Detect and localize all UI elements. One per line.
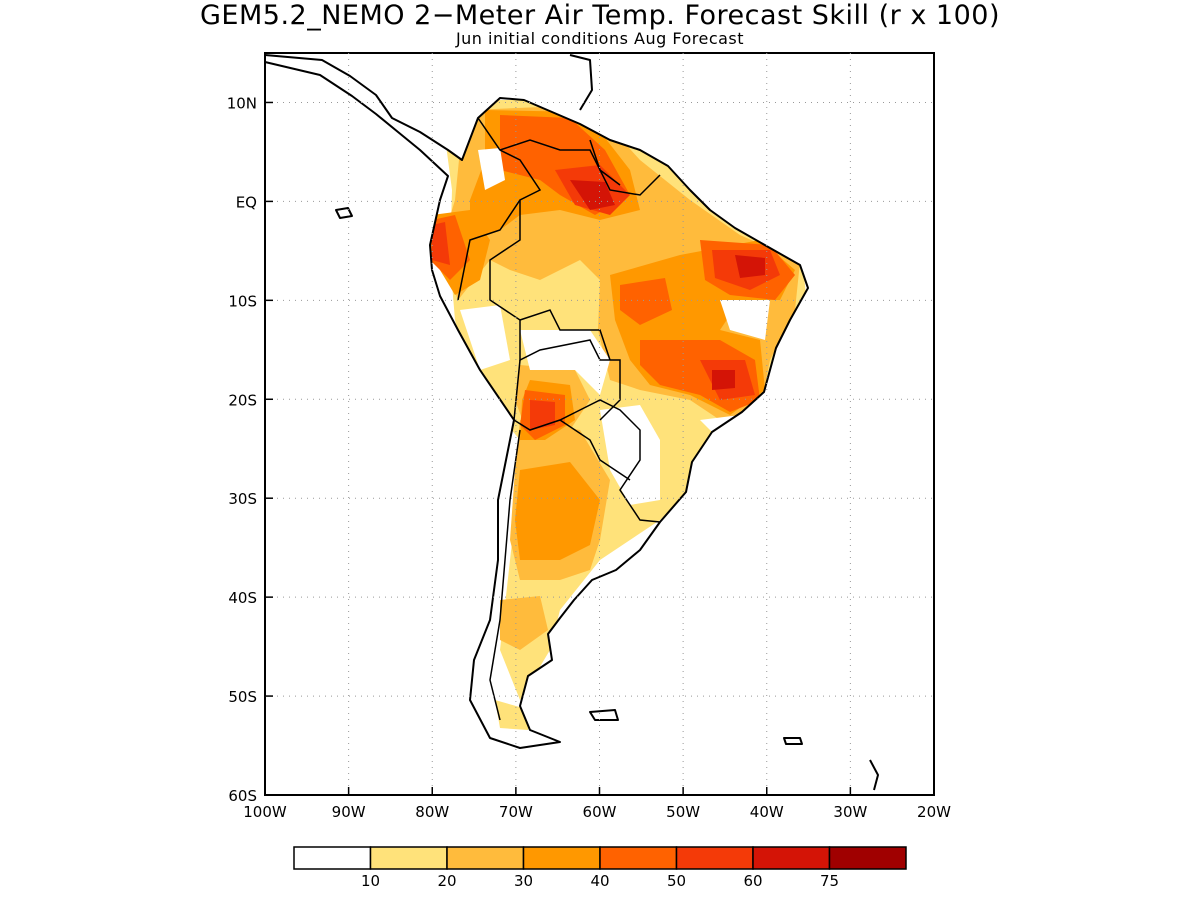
coastlines	[264, 54, 879, 791]
border-2	[499, 139, 661, 196]
contour-60-75-ne	[735, 255, 765, 278]
x-tick-label: 30W	[833, 803, 867, 821]
y-tick-label: 10N	[227, 94, 257, 112]
colorbar-swatch	[828, 846, 907, 870]
y-tick-label: 60S	[228, 787, 257, 805]
country-borders	[457, 117, 661, 721]
low-patch-2	[520, 330, 610, 395]
skill-contours	[335, 60, 808, 730]
contour-40-50-brazil-c	[620, 278, 672, 325]
x-tick-label: 50W	[666, 803, 700, 821]
border-4	[519, 309, 611, 361]
contour-50-60-paraguay	[530, 400, 555, 430]
contour-60-75-venezuela	[570, 180, 615, 210]
colorbar-swatch	[293, 846, 372, 870]
contour-30-40-argentina	[515, 462, 600, 560]
colorbar-swatch	[752, 846, 831, 870]
colorbar-label: 30	[514, 872, 533, 890]
colorbar-label: 40	[590, 872, 609, 890]
x-tick-label: 20W	[917, 803, 951, 821]
low-patch-1	[478, 148, 505, 190]
contour-50-60-peru	[432, 222, 450, 265]
x-tick-label: 100W	[243, 803, 287, 821]
south-america-coast	[264, 54, 809, 749]
falklands	[589, 709, 619, 721]
low-patch-3	[600, 405, 660, 505]
y-tick-label: 40S	[228, 589, 257, 607]
x-tick-label: 70W	[499, 803, 533, 821]
colorbar-swatch	[522, 846, 601, 870]
border-1	[457, 117, 542, 301]
y-tick-label: 30S	[228, 490, 257, 508]
y-tick-label: 20S	[228, 391, 257, 409]
colorbar-swatch	[675, 846, 754, 870]
colorbar-swatch	[369, 846, 448, 870]
x-tick-label: 80W	[415, 803, 449, 821]
chart-title: GEM5.2_NEMO 2−Meter Air Temp. Forecast S…	[199, 0, 1000, 31]
colorbar-swatch	[599, 846, 678, 870]
border-7	[489, 429, 521, 721]
contour-10-20-central-america	[335, 60, 405, 100]
x-axis: 100W 90W 80W 70W 60W 50W 40W 30W 20W	[243, 787, 951, 821]
low-patch-5	[460, 305, 510, 370]
x-tick-label: 40W	[750, 803, 784, 821]
caribbean-coast	[569, 54, 593, 111]
colorbar: 10 20 30 40 50 60 75	[293, 846, 907, 890]
y-tick-label: 50S	[228, 688, 257, 706]
colorbar-swatch	[446, 846, 525, 870]
colorbar-label: 50	[667, 872, 686, 890]
y-tick-label: EQ	[236, 193, 257, 211]
colorbar-label: 20	[437, 872, 456, 890]
galapagos	[335, 207, 353, 219]
low-skill-patches	[460, 148, 770, 505]
contour-60-75-se	[712, 370, 735, 390]
x-tick-label: 90W	[332, 803, 366, 821]
y-tick-label: 10S	[228, 292, 257, 310]
border-6	[559, 419, 631, 481]
gridlines	[265, 53, 934, 795]
border-5	[513, 359, 661, 523]
island-east	[869, 759, 879, 791]
south-georgia	[783, 737, 803, 745]
contour-20-30-south-2	[500, 596, 548, 650]
colorbar-label: 60	[743, 872, 762, 890]
border-8	[589, 139, 621, 186]
colorbar-label: 10	[361, 872, 380, 890]
low-patch-4	[720, 300, 770, 340]
colorbar-label: 75	[820, 872, 839, 890]
chart-subtitle: Jun initial conditions Aug Forecast	[455, 29, 745, 48]
border-3	[489, 200, 621, 421]
y-axis: 10N EQ 10S 20S 30S 40S 50S 60S	[227, 94, 273, 805]
x-tick-label: 60W	[583, 803, 617, 821]
